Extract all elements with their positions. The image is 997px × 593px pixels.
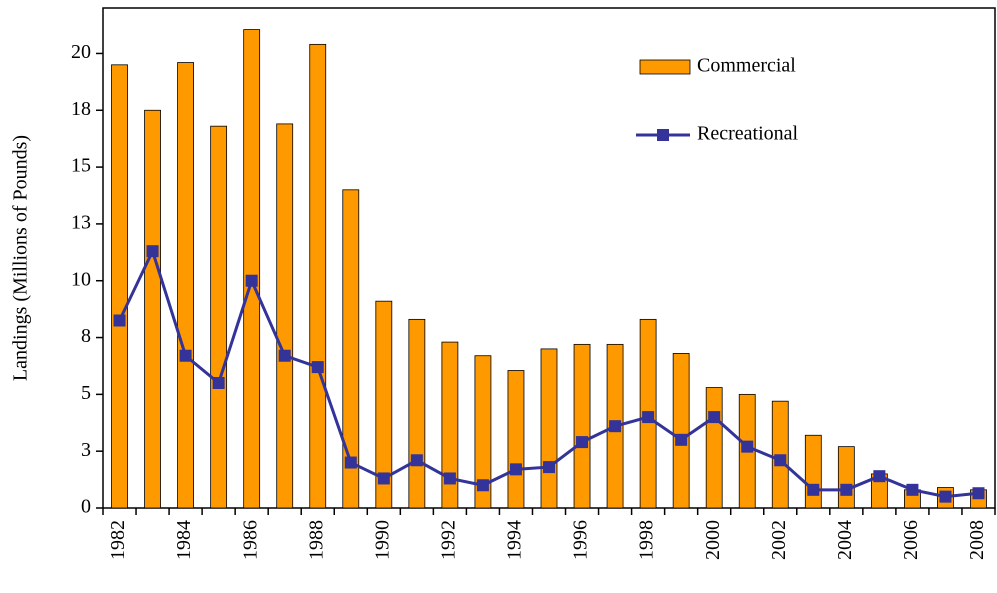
bar	[804, 434, 822, 509]
bar	[441, 341, 459, 509]
bar	[507, 370, 525, 509]
bar	[408, 318, 426, 509]
y-tick-label: 20	[71, 41, 91, 63]
bar	[474, 355, 492, 509]
marker	[972, 487, 985, 500]
bar	[573, 343, 591, 509]
x-tick-label: 2004	[834, 520, 856, 560]
marker	[509, 463, 522, 476]
marker	[807, 483, 820, 496]
y-tick-label: 0	[81, 496, 91, 518]
bar	[111, 64, 128, 509]
marker	[278, 349, 291, 362]
y-tick-label: 5	[81, 382, 91, 404]
marker	[245, 274, 258, 287]
y-tick-label: 10	[71, 268, 91, 290]
x-tick-label: 1986	[239, 520, 261, 560]
bar	[144, 109, 161, 509]
y-axis-label: Landings (Millions of Pounds)	[10, 135, 32, 381]
y-tick-label: 8	[81, 325, 91, 347]
marker	[774, 454, 787, 467]
x-tick-label: 2000	[702, 520, 724, 560]
marker	[410, 454, 423, 467]
bar	[276, 123, 294, 509]
marker	[311, 361, 324, 374]
marker	[840, 483, 853, 496]
bar	[177, 62, 194, 509]
y-tick-label: 18	[71, 98, 91, 120]
y-tick-label: 13	[71, 212, 91, 234]
marker	[543, 461, 555, 474]
legend-label: Commercial	[697, 55, 796, 77]
bar	[243, 29, 261, 509]
marker	[476, 479, 489, 492]
marker	[344, 456, 357, 469]
marker	[906, 483, 919, 496]
marker	[939, 490, 952, 503]
y-tick-label: 15	[71, 155, 91, 177]
marker	[576, 436, 589, 449]
marker	[708, 411, 721, 424]
legend-label: Recreational	[697, 123, 798, 145]
bar	[342, 189, 360, 509]
x-tick-label: 1988	[305, 520, 327, 560]
legend-marker	[657, 129, 669, 141]
bar	[672, 353, 690, 509]
marker	[179, 349, 192, 362]
x-tick-label: 1994	[504, 520, 526, 560]
x-tick-label: 1982	[107, 520, 129, 560]
marker	[741, 440, 754, 453]
marker	[377, 472, 390, 485]
x-tick-label: 2002	[768, 520, 790, 560]
x-tick-label: 2008	[966, 520, 988, 560]
x-tick-label: 1990	[371, 520, 393, 560]
bar	[540, 348, 558, 509]
x-tick-label: 2006	[900, 520, 922, 560]
bar	[210, 125, 228, 509]
x-tick-label: 1984	[173, 520, 195, 560]
x-tick-label: 1992	[437, 520, 459, 560]
marker	[675, 433, 688, 446]
bar	[375, 300, 393, 509]
marker	[609, 420, 622, 433]
marker	[642, 411, 655, 424]
y-tick-label: 3	[81, 439, 91, 461]
marker	[873, 470, 886, 483]
marker	[443, 472, 456, 485]
x-tick-label: 1996	[570, 520, 592, 560]
legend-swatch	[639, 59, 691, 75]
marker	[146, 245, 159, 258]
marker	[212, 377, 225, 389]
bar	[705, 387, 723, 509]
marker	[113, 314, 126, 327]
bar	[309, 43, 327, 509]
bar	[837, 446, 855, 509]
x-tick-label: 1998	[636, 520, 658, 560]
